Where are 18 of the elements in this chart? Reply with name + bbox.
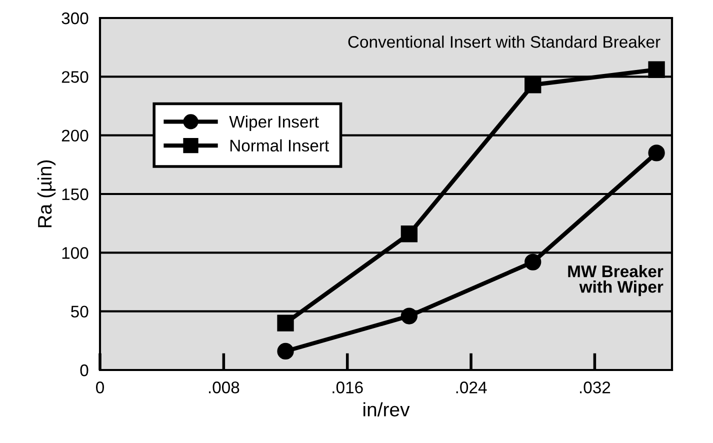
y-tick-label: 0	[80, 364, 88, 376]
x-tick-label: .032	[580, 382, 610, 394]
x-tick-label: .016	[332, 382, 363, 394]
x-tick-label: 0	[96, 382, 104, 394]
y-tick-label: 200	[62, 130, 88, 142]
y-tick-label: 300	[62, 12, 88, 24]
annotation: MW Breaker with Wiper	[568, 265, 664, 296]
legend-label: Wiper Insert	[229, 115, 319, 131]
x-tick-label: .008	[208, 382, 240, 394]
y-tick-label: 100	[62, 247, 88, 259]
y-tick-label: 50	[71, 306, 88, 318]
x-tick-label: .024	[456, 382, 487, 394]
y-tick-label: 150	[62, 188, 88, 200]
y-axis-title: Ra (µin)	[37, 160, 56, 228]
x-axis-title: in/rev	[364, 402, 410, 416]
annotation: Conventional Insert with Standard Breaker	[348, 36, 660, 48]
y-tick-label: 250	[62, 71, 88, 83]
legend-label: Normal Insert	[230, 139, 329, 152]
